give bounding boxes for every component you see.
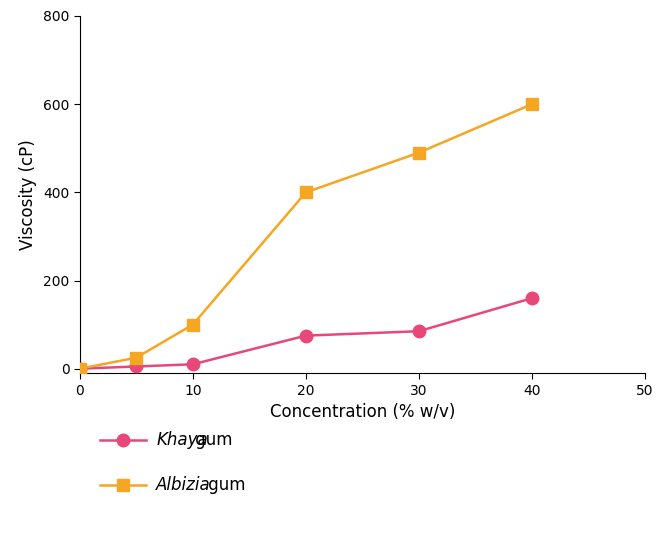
X-axis label: Concentration (% w/v): Concentration (% w/v) <box>270 403 455 421</box>
Text: Albizia: Albizia <box>156 476 211 494</box>
Text: gum: gum <box>190 431 232 449</box>
Text: gum: gum <box>203 476 245 494</box>
Text: Khaya: Khaya <box>156 431 208 449</box>
Y-axis label: Viscosity (cP): Viscosity (cP) <box>19 139 37 250</box>
